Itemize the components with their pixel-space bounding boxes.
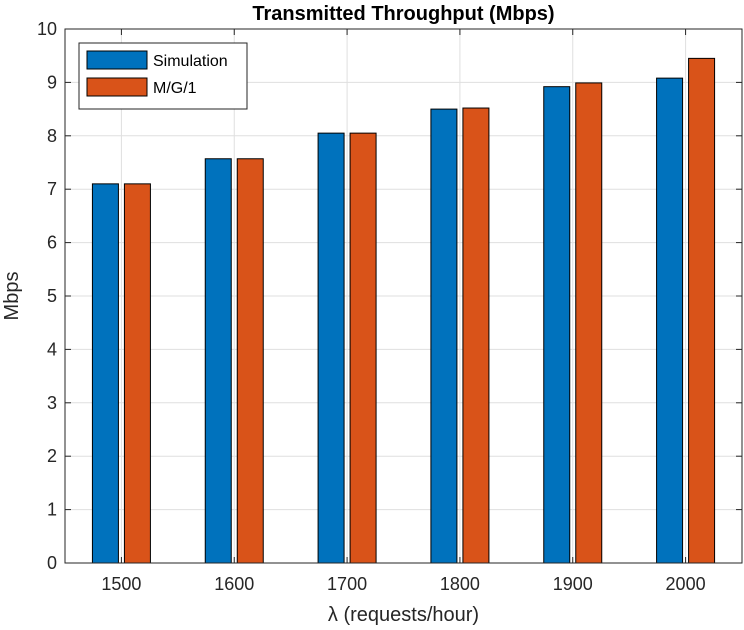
bar-m-g-1-1500 — [123, 183, 151, 564]
y-tick-label: 4 — [47, 339, 57, 359]
bar-m-g-1-1600 — [236, 158, 264, 564]
axis-ticks: 0 1 2 3 4 5 6 7 8 9 10 1500 1600 1700 1800 1900 2000 — [37, 19, 742, 594]
x-tick-label: 1700 — [327, 574, 367, 594]
bar-simulation-1600 — [204, 158, 232, 564]
legend-swatch — [86, 77, 148, 97]
y-tick-label: 2 — [47, 446, 57, 466]
y-axis-label: Mbps — [1, 272, 23, 321]
y-tick-label: 9 — [47, 72, 57, 92]
bar-simulation-1700 — [317, 132, 345, 564]
bar-m-g-1-2000 — [688, 57, 716, 564]
chart-title: Transmitted Throughput (Mbps) — [252, 3, 554, 25]
bar-m-g-1-1700 — [349, 132, 377, 564]
bars — [91, 57, 716, 564]
bar-m-g-1-1800 — [462, 107, 490, 564]
bar-simulation-2000 — [656, 77, 684, 564]
y-tick-label: 0 — [47, 553, 57, 573]
legend: Simulation M/G/1 — [78, 42, 248, 110]
y-tick-label: 6 — [47, 233, 57, 253]
y-tick-label: 7 — [47, 179, 57, 199]
bar-m-g-1-1900 — [575, 82, 603, 564]
grid — [65, 28, 742, 564]
y-tick-label: 10 — [37, 19, 57, 39]
y-tick-label: 3 — [47, 393, 57, 413]
legend-swatch — [86, 50, 148, 70]
bar-simulation-1800 — [430, 108, 458, 564]
x-tick-label: 1500 — [101, 574, 141, 594]
legend-label: Simulation — [153, 53, 228, 70]
y-tick-label: 5 — [47, 286, 57, 306]
y-tick-label: 1 — [47, 500, 57, 520]
x-tick-label: 2000 — [666, 574, 706, 594]
x-tick-label: 1900 — [553, 574, 593, 594]
bar-simulation-1500 — [91, 183, 119, 564]
bar-simulation-1900 — [543, 86, 571, 564]
y-tick-label: 8 — [47, 126, 57, 146]
legend-label: M/G/1 — [153, 80, 197, 97]
x-axis-label: λ (requests/hour) — [328, 604, 479, 626]
x-tick-label: 1800 — [440, 574, 480, 594]
x-tick-label: 1600 — [214, 574, 254, 594]
